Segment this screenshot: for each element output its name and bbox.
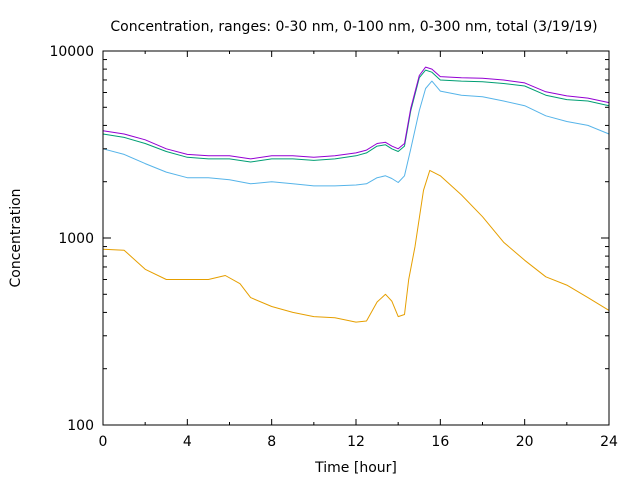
x-tick-label: 20 (516, 434, 534, 450)
x-tick-label: 4 (183, 434, 192, 450)
y-tick-label: 1000 (58, 231, 94, 247)
y-axis-label: Concentration (8, 188, 24, 287)
x-axis-label: Time [hour] (314, 460, 397, 476)
y-tick-label: 10000 (49, 44, 94, 60)
series-line-2 (102, 80, 610, 187)
x-tick-label: 16 (431, 434, 449, 450)
series-layer (102, 66, 610, 323)
y-axis: 100 1000 10000 (49, 44, 609, 434)
x-tick-label: 24 (600, 434, 618, 450)
x-tick-label: 8 (267, 434, 276, 450)
series-line-3 (102, 69, 610, 163)
plot-frame (102, 50, 610, 426)
chart-title: Concentration, ranges: 0-30 nm, 0-100 nm… (110, 19, 597, 35)
y-tick-label: 100 (67, 418, 94, 434)
x-tick-label: 0 (99, 434, 108, 450)
x-tick-label: 12 (347, 434, 365, 450)
x-axis: 0 4 8 12 16 20 24 (99, 51, 618, 450)
series-line-4 (102, 66, 610, 160)
series-line-1 (102, 169, 610, 323)
